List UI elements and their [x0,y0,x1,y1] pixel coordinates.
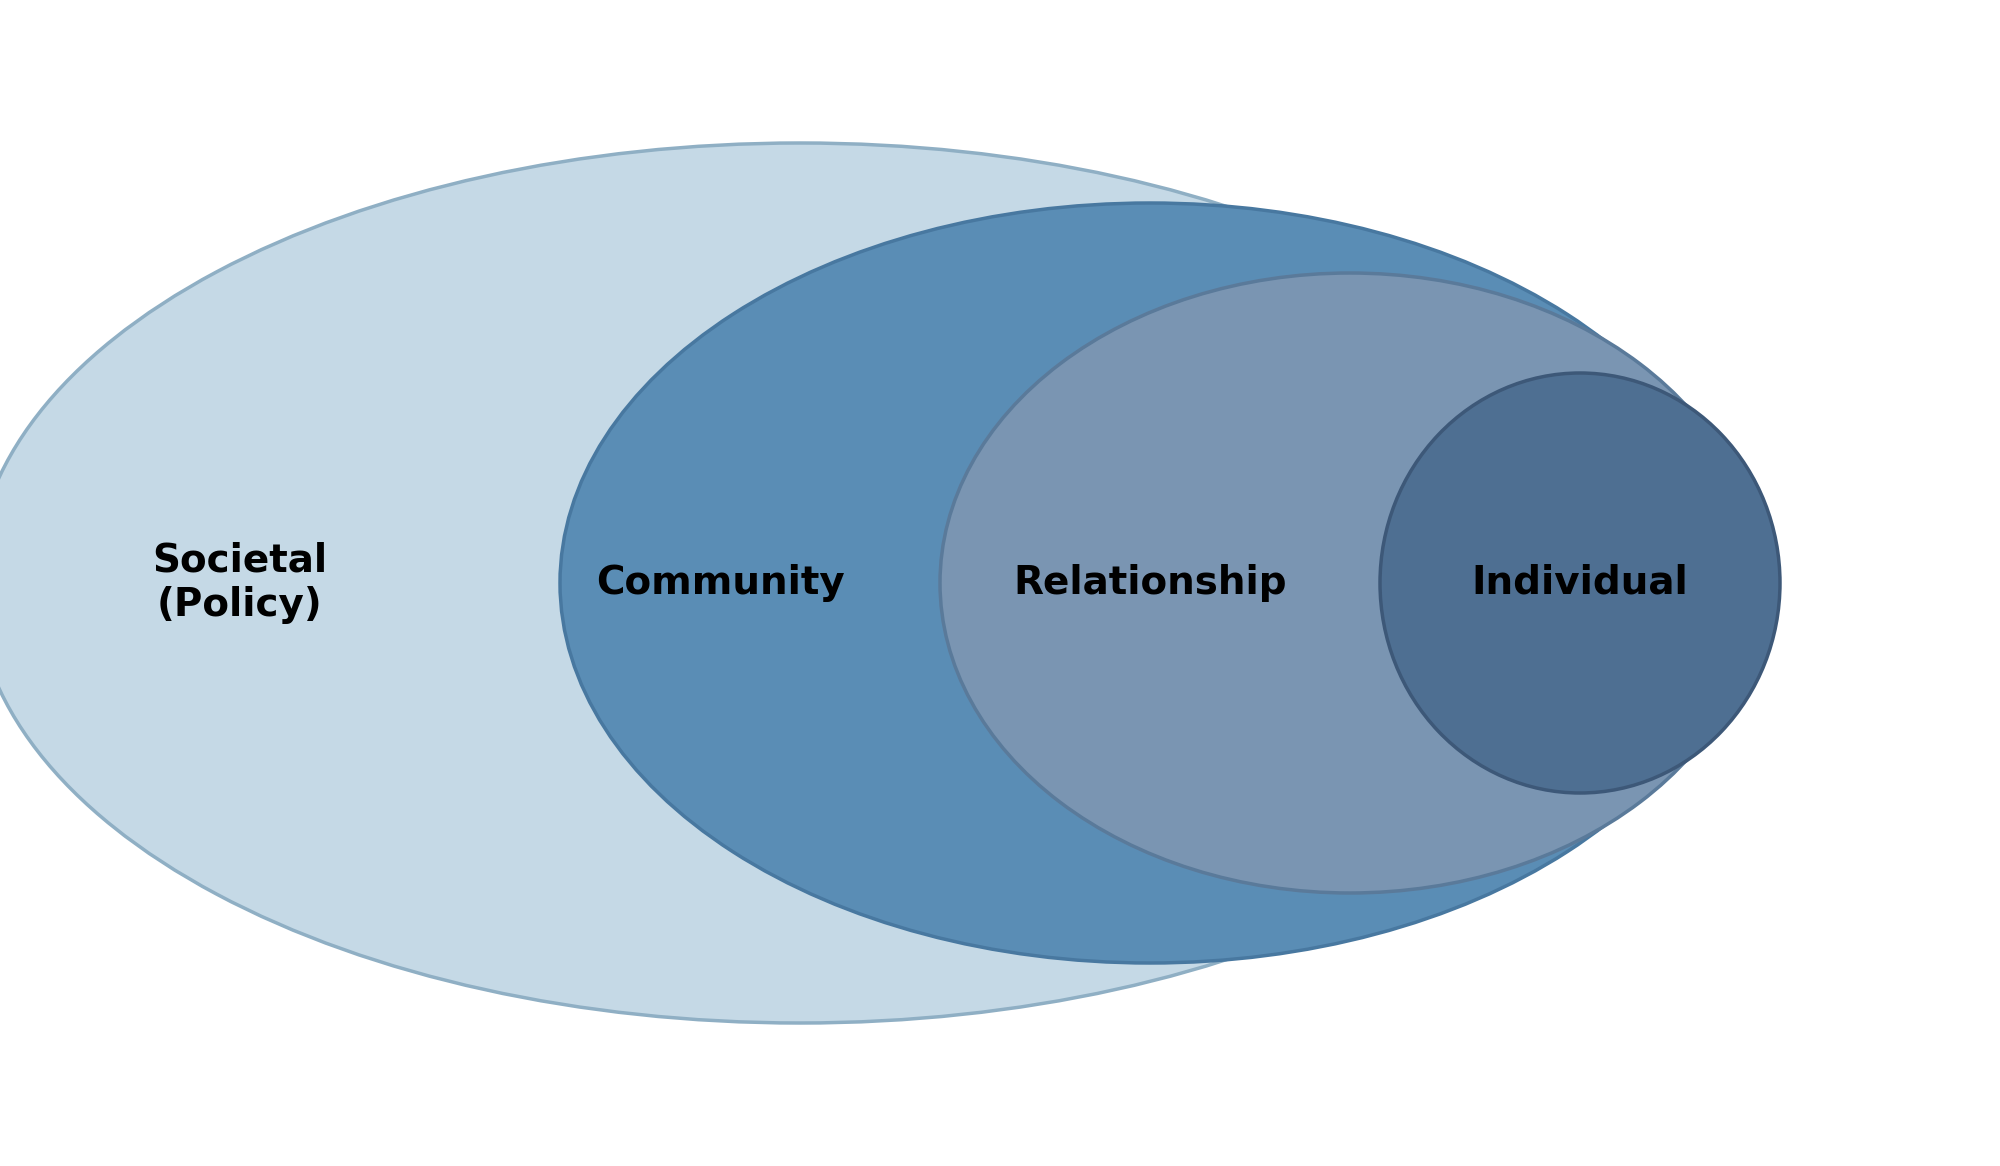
Text: Societal
(Policy): Societal (Policy) [152,542,328,624]
Ellipse shape [0,143,1624,1023]
Text: Relationship: Relationship [1014,564,1286,602]
Ellipse shape [1380,373,1780,793]
Ellipse shape [940,273,1760,893]
Text: Individual: Individual [1472,564,1688,602]
Ellipse shape [560,203,1740,963]
Text: Community: Community [596,564,844,602]
